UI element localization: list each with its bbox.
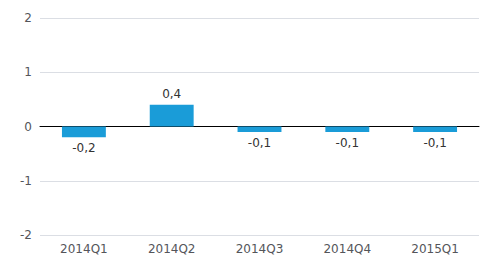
svg-text:0: 0: [24, 120, 32, 134]
svg-text:-0,1: -0,1: [423, 136, 446, 150]
svg-text:-0,2: -0,2: [72, 141, 95, 155]
svg-text:2014Q1: 2014Q1: [60, 242, 108, 256]
svg-text:-0,1: -0,1: [248, 136, 271, 150]
svg-text:-1: -1: [20, 174, 32, 188]
svg-text:2014Q4: 2014Q4: [323, 242, 371, 256]
svg-text:2: 2: [24, 11, 32, 25]
svg-text:-0,1: -0,1: [336, 136, 359, 150]
svg-text:2014Q3: 2014Q3: [236, 242, 284, 256]
svg-text:2015Q1: 2015Q1: [411, 242, 459, 256]
svg-text:1: 1: [24, 65, 32, 79]
svg-text:-2: -2: [20, 228, 32, 242]
svg-text:2014Q2: 2014Q2: [148, 242, 196, 256]
svg-text:0,4: 0,4: [162, 87, 181, 101]
